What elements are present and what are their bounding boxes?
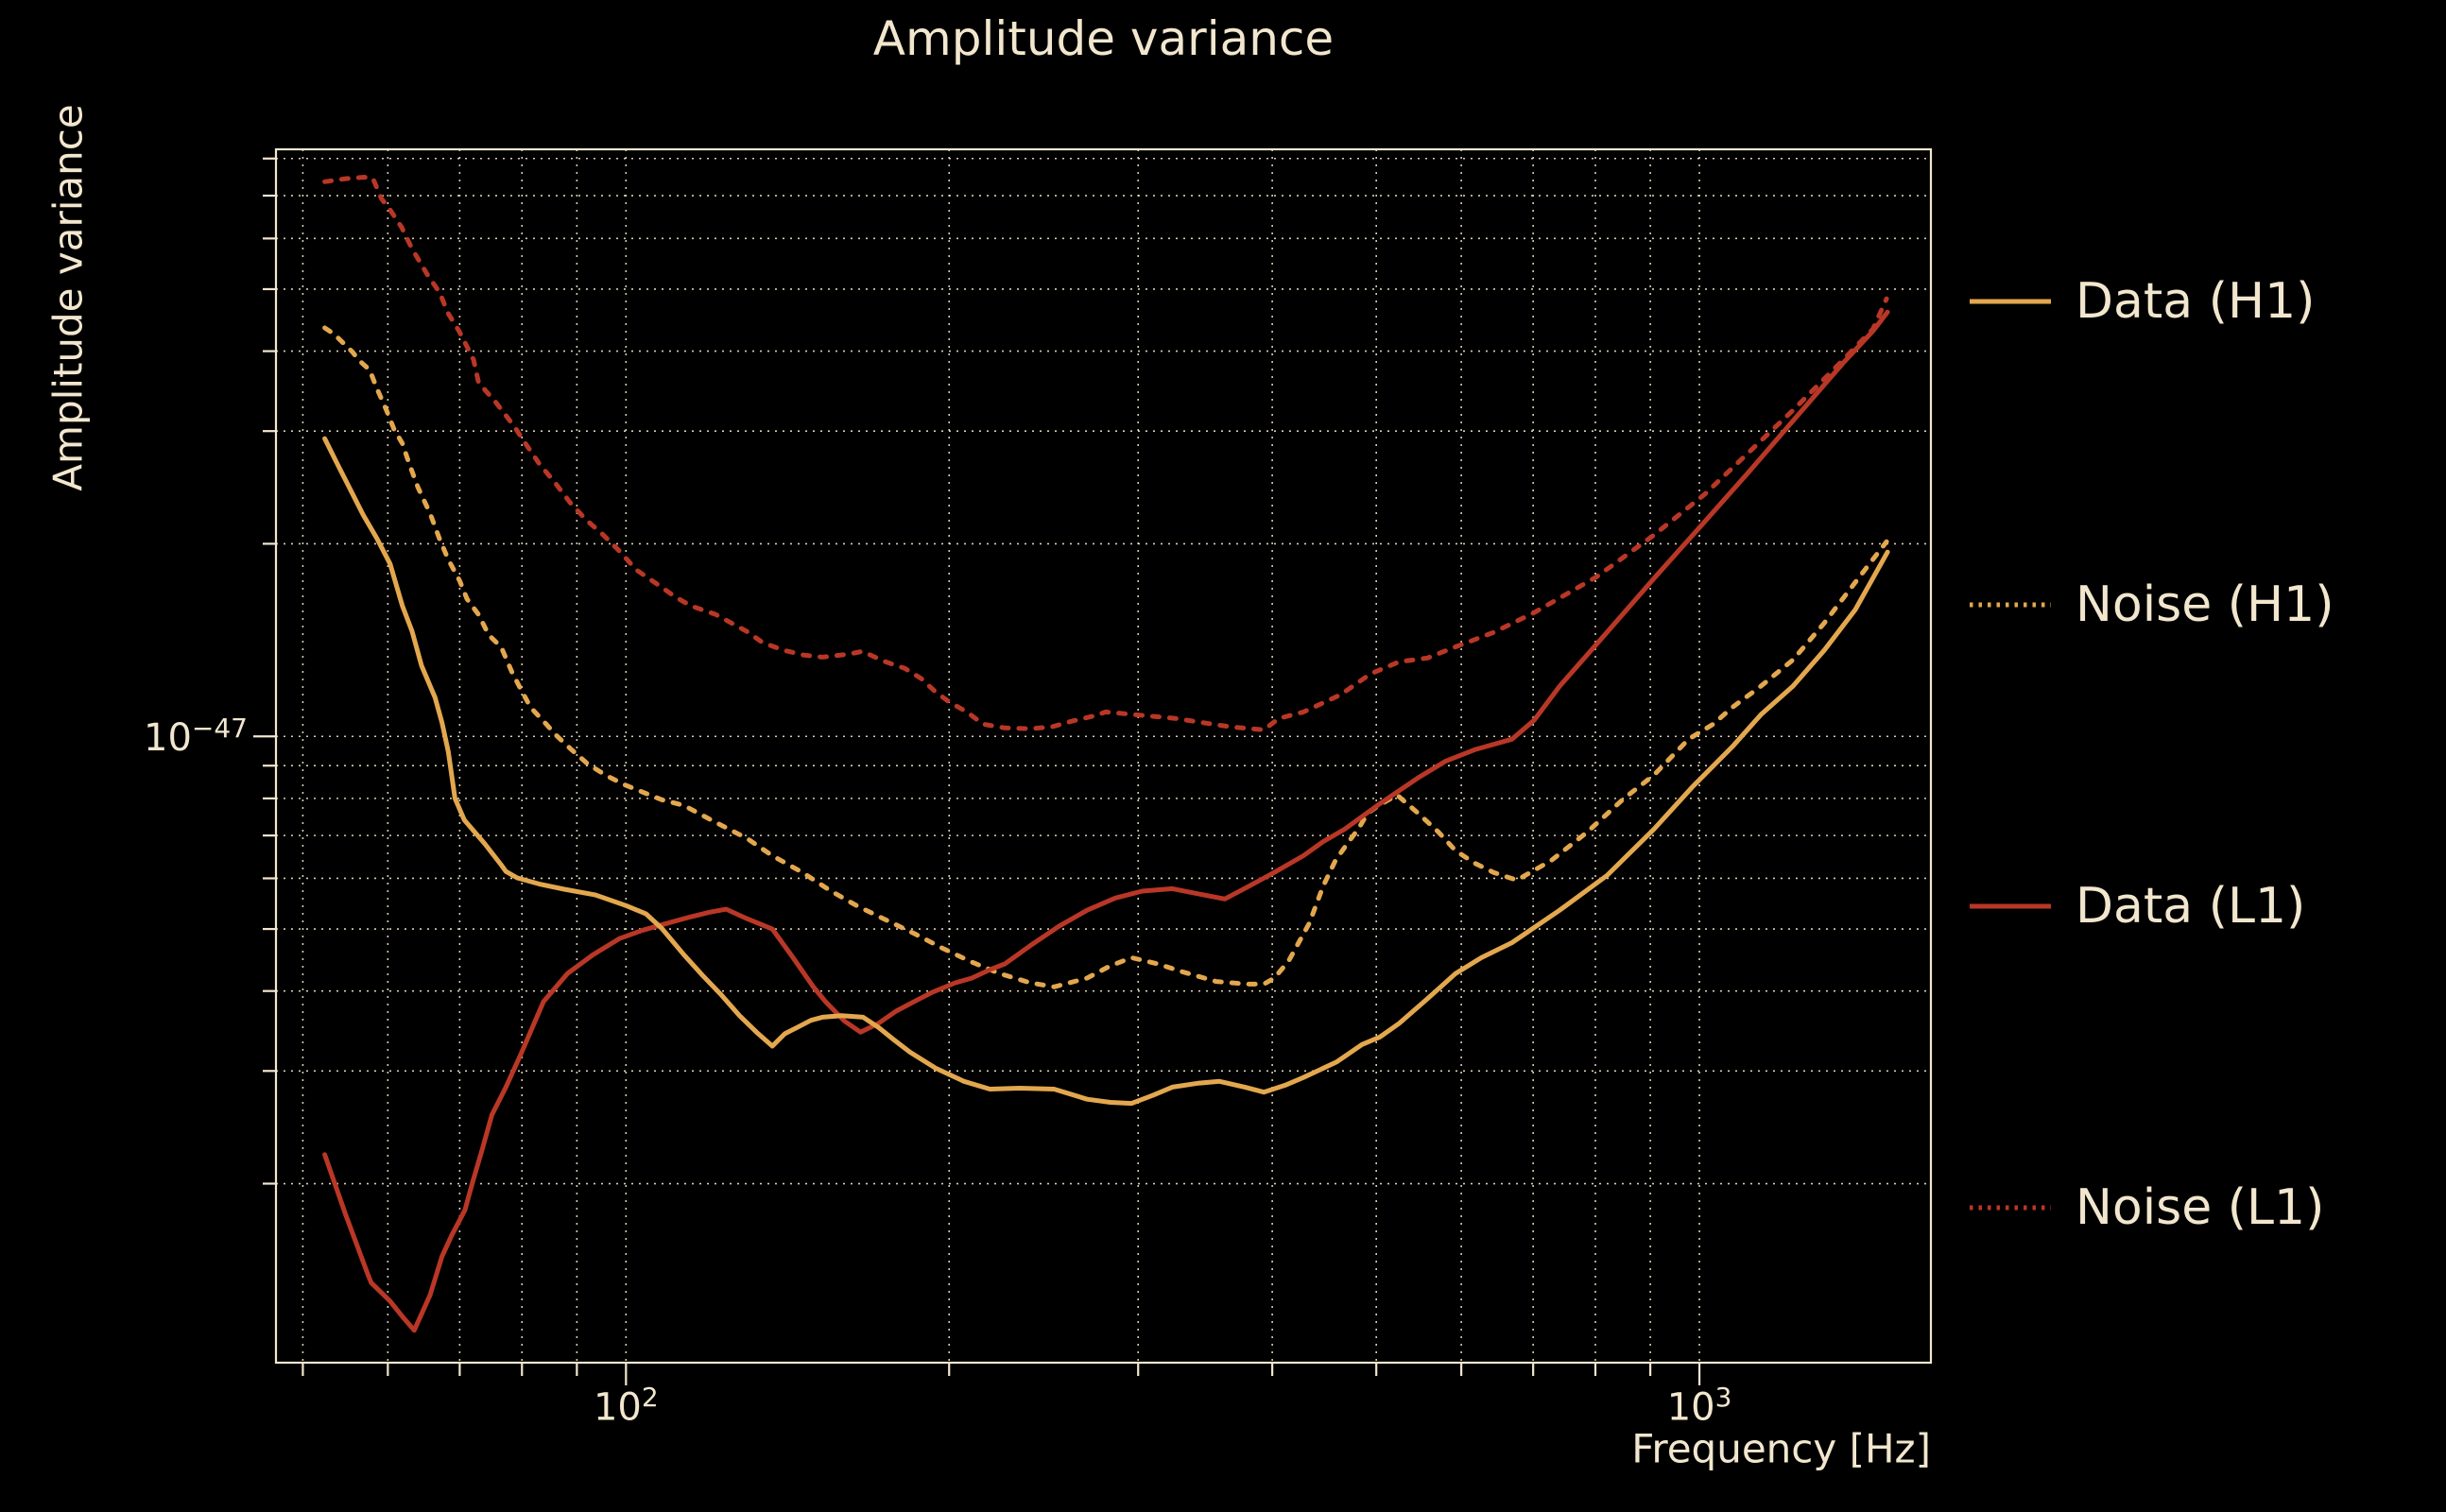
legend-item-data-h1: Data (H1) bbox=[1968, 273, 2315, 330]
legend-line-sample-icon bbox=[1970, 1205, 2051, 1211]
chart-title: Amplitude variance bbox=[872, 11, 1335, 66]
x-tick-label-1000hz: 103 bbox=[1666, 1382, 1732, 1430]
legend-item-noise-h1: Noise (H1) bbox=[1968, 576, 2334, 633]
legend-item-noise-l1: Noise (L1) bbox=[1968, 1179, 2324, 1236]
legend-line-sample-icon bbox=[1970, 602, 2051, 608]
legend-line-sample-icon bbox=[1970, 903, 2051, 909]
x-tick-label-100hz: 102 bbox=[593, 1382, 659, 1430]
legend-item-label: Noise (H1) bbox=[2076, 576, 2334, 633]
y-axis-label: Amplitude variance bbox=[44, 104, 92, 491]
legend-item-data-l1: Data (L1) bbox=[1968, 878, 2305, 935]
y-tick-label-1e-47: 10−47 bbox=[144, 713, 248, 761]
legend-line-sample-icon bbox=[1970, 299, 2051, 304]
legend-item-label: Noise (L1) bbox=[2076, 1179, 2325, 1236]
legend-item-label: Data (H1) bbox=[2076, 273, 2316, 330]
x-axis-label: Frequency [Hz] bbox=[1631, 1425, 1931, 1472]
legend-item-label: Data (L1) bbox=[2076, 878, 2306, 935]
